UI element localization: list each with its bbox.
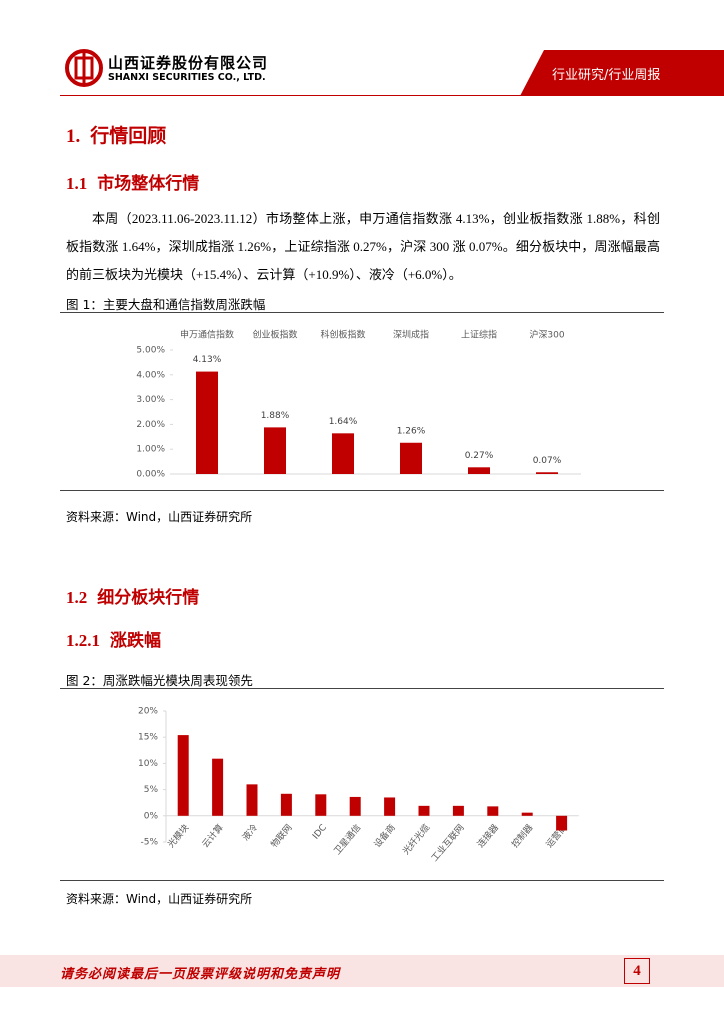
bar — [384, 797, 396, 816]
bar — [556, 815, 568, 831]
bar — [280, 793, 292, 816]
y-tick-label: 0.00% — [136, 470, 165, 480]
value-label: 1.26% — [397, 426, 426, 436]
y-tick-label: 20% — [138, 707, 158, 717]
bar — [177, 735, 189, 816]
heading-number: 1.1 — [66, 174, 88, 193]
figure-caption: 图 2：周涨跌幅光模块周表现领先 — [66, 673, 253, 688]
x-tick-label: 创业板指数 — [252, 329, 297, 341]
x-tick-label: 上证综指 — [461, 329, 497, 341]
bar — [418, 805, 430, 816]
bar — [400, 442, 422, 474]
heading-number: 1. — [66, 126, 81, 147]
x-tick-label: 设备商 — [371, 822, 398, 850]
heading-title: 市场整体行情 — [97, 174, 200, 193]
y-tick-label: 1.00% — [136, 445, 165, 455]
heading: 1. 行情回顾 — [66, 121, 176, 148]
y-tick-label: 4.00% — [136, 370, 165, 380]
value-label: 0.07% — [533, 456, 562, 466]
logo — [65, 49, 103, 87]
x-tick-label: 申万通信指数 — [180, 329, 234, 341]
figure-source: 资料来源：Wind，山西证券研究所 — [66, 510, 253, 524]
bar — [315, 794, 327, 816]
heading: 1.2 细分板块行情 — [66, 583, 209, 608]
bar — [536, 472, 558, 474]
bar — [452, 805, 464, 816]
bar — [196, 371, 218, 474]
value-label: 0.27% — [465, 451, 494, 461]
heading-title: 涨跌幅 — [110, 631, 161, 650]
heading: 1.2.1 涨跌幅 — [66, 626, 171, 651]
bar — [332, 433, 354, 474]
x-tick-label: 工业互联网 — [429, 822, 466, 864]
heading-number: 1.2 — [66, 588, 88, 607]
heading: 1.1 市场整体行情 — [66, 169, 209, 194]
x-tick-label: 云计算 — [199, 822, 226, 850]
rule — [60, 312, 664, 313]
y-tick-label: -5% — [140, 838, 158, 848]
chart: 0.00% 1.00% 2.00% 3.00% 4.00% 5.00% 申万通信指数 4.13… — [136, 329, 581, 480]
x-tick-label: 物联网 — [268, 822, 295, 850]
x-tick-label: IDC — [311, 823, 329, 842]
heading-title: 细分板块行情 — [97, 588, 200, 607]
y-tick-label: 15% — [138, 733, 158, 743]
figure-source: 资料来源：Wind，山西证券研究所 — [66, 892, 253, 906]
heading-title: 行情回顾 — [90, 126, 167, 147]
rule — [60, 880, 664, 881]
x-tick-label: 控制器 — [509, 822, 536, 850]
company-en: SHANXI SECURITIES CO., LTD. — [108, 72, 266, 83]
rule — [60, 490, 664, 491]
x-tick-label: 科创板指数 — [320, 329, 365, 341]
header-rule — [60, 95, 724, 96]
figure-caption: 图 1：主要大盘和通信指数周涨跌幅 — [66, 297, 266, 312]
x-tick-label: 液冷 — [239, 822, 260, 844]
footer-bar — [0, 955, 724, 987]
x-tick-label: 连接器 — [474, 822, 501, 850]
bar — [264, 427, 286, 474]
header-banner — [520, 50, 724, 96]
bar — [468, 467, 490, 474]
y-tick-label: 0% — [144, 811, 159, 821]
y-tick-label: 3.00% — [136, 395, 165, 405]
value-label: 1.64% — [329, 417, 358, 427]
x-tick-label: 光模块 — [165, 822, 192, 850]
x-tick-label: 卫星通信 — [331, 822, 363, 857]
report-tag: 行业研究/行业周报 — [552, 68, 661, 83]
bar — [212, 758, 224, 816]
bar — [246, 784, 258, 816]
y-tick-label: 5.00% — [136, 346, 165, 356]
disclaimer: 请务必阅读最后一页股票评级说明和免责声明 — [60, 966, 341, 981]
x-tick-label: 沪深300 — [529, 329, 564, 341]
value-label: 1.88% — [261, 411, 290, 421]
paragraph: 本周（2023.11.06-2023.11.12）市场整体上涨，申万通信指数涨 … — [66, 211, 660, 282]
bar — [487, 806, 499, 816]
x-tick-label: 光纤光缆 — [400, 822, 432, 857]
heading-number: 1.2.1 — [66, 631, 100, 650]
company-cn: 山西证券股份有限公司 — [108, 54, 269, 72]
y-tick-label: 2.00% — [136, 420, 165, 430]
bar — [349, 796, 361, 816]
rule — [60, 688, 664, 689]
chart: -5% 0% 5% 10% 15% 20% 光模块 云计算 液冷 物联网 IDC 卫星通信 设备商 光纤光… — [138, 707, 579, 864]
y-tick-label: 5% — [144, 785, 159, 795]
y-tick-label: 10% — [138, 759, 158, 769]
x-tick-label: 深圳成指 — [393, 329, 429, 341]
bar — [521, 812, 533, 816]
page-number: 4 — [624, 958, 650, 984]
value-label: 4.13% — [193, 355, 222, 365]
